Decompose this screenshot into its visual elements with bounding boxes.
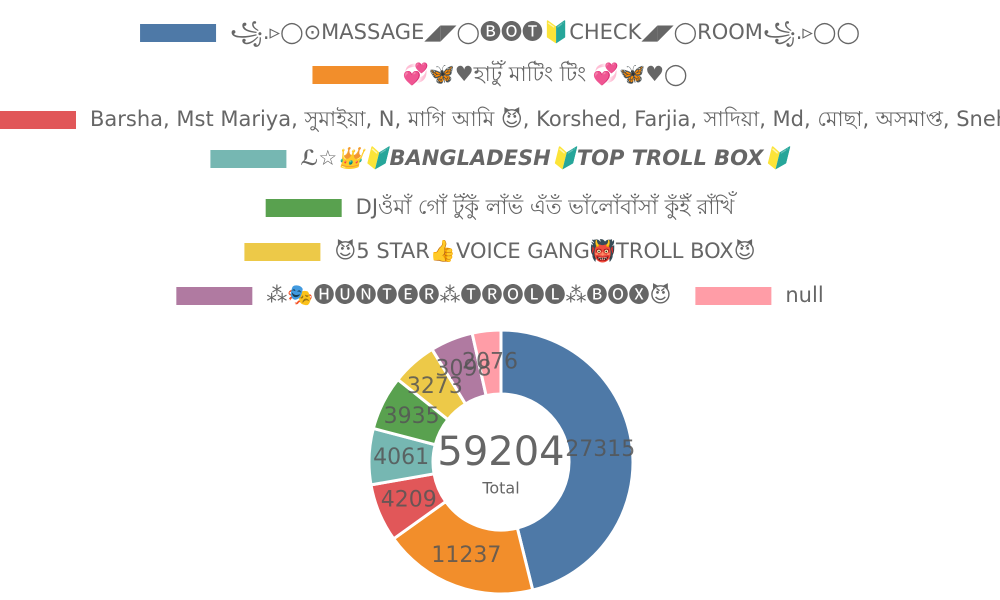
legend-label: ꧁.▹◯⊙MASSAGE◢◤◯🅑🅞🅣🔰CHECK◢◤◯ROOM꧁.▹◯◯	[230, 19, 860, 47]
legend-row: ⁂🎭🅗🅤🅝🅣🅔🅡⁂🅣🅡🅞🅛🅛⁂🅑🅞🅧😈 null	[176, 283, 824, 307]
slice	[499, 328, 635, 592]
data-label: 3935	[384, 404, 440, 429]
legend-swatch	[176, 287, 253, 305]
legend-label: 💞🦋♥হাটুঁ মাটিং টিং 💞🦋♥◯	[402, 60, 687, 87]
legend-row: 💞🦋♥হাটুঁ মাটিং টিং 💞🦋♥◯	[312, 60, 688, 87]
legend-swatch	[140, 24, 217, 42]
data-label: 4209	[381, 488, 437, 513]
data-label: 3273	[407, 374, 463, 399]
legend-row: ꧁.▹◯⊙MASSAGE◢◤◯🅑🅞🅣🔰CHECK◢◤◯ROOM꧁.▹◯◯	[140, 19, 860, 47]
data-label: 3098	[435, 356, 491, 381]
legend-label: 😈5 STAR👍VOICE GANG👹TROLL BOX😈	[334, 238, 755, 263]
center-label: Total	[481, 479, 519, 498]
data-label: 11237	[431, 543, 501, 568]
data-label: 4061	[373, 445, 429, 470]
legend-row: Barsha, Mst Mariya, সুমাইয়া, N, মাগি আম…	[0, 107, 1000, 131]
legend-label: ℒ☆👑🔰BANGLADESH🔰TOP TROLL BOX🔰	[300, 145, 791, 170]
legend-row: ℒ☆👑🔰BANGLADESH🔰TOP TROLL BOX🔰	[210, 145, 791, 170]
legend-label: null	[785, 283, 823, 307]
legend-swatch	[312, 66, 389, 84]
legend-label: Barsha, Mst Mariya, সুমাইয়া, N, মাগি আম…	[90, 107, 1000, 131]
slice	[391, 499, 535, 596]
legend-label: DJওঁমাঁ গোঁ টুঁকুঁ লাঁভঁ এঁতঁ ভাঁলোঁবাঁস…	[356, 191, 738, 219]
legend-swatch	[265, 199, 342, 217]
data-label: 27315	[565, 437, 635, 462]
legend-label: ⁂🎭🅗🅤🅝🅣🅔🅡⁂🅣🅡🅞🅛🅛⁂🅑🅞🅧😈	[266, 283, 671, 307]
legend-swatch	[695, 287, 772, 305]
slice	[470, 328, 503, 398]
data-label: 2076	[462, 350, 518, 375]
legend-row: DJওঁমাঁ গোঁ টুঁকুঁ লাঁভঁ এঁতঁ ভাঁলোঁবাঁস…	[265, 191, 738, 219]
legend-row: 😈5 STAR👍VOICE GANG👹TROLL BOX😈	[244, 238, 756, 263]
legend-swatch	[0, 111, 76, 129]
center-value: 59204	[437, 429, 564, 475]
legend-swatch	[210, 150, 287, 168]
legend-swatch	[244, 243, 321, 261]
